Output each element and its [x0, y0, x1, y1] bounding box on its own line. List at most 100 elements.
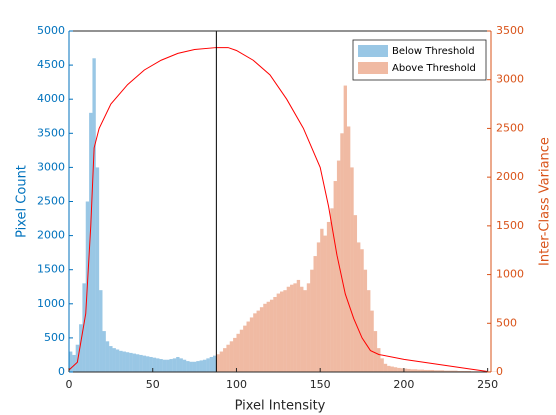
histogram-bar — [233, 337, 237, 372]
histogram-bar — [176, 356, 180, 372]
histogram-bar — [266, 301, 270, 372]
histogram-bar — [182, 359, 187, 372]
histogram-bar — [135, 354, 140, 372]
histogram-bar — [166, 359, 170, 372]
histogram-bar — [326, 221, 331, 372]
histogram-bar — [109, 346, 113, 372]
histogram-bar — [75, 344, 80, 372]
histogram-bar — [132, 353, 136, 372]
histogram-bar — [79, 324, 83, 372]
histogram-bar — [336, 160, 341, 372]
histogram-bar — [393, 367, 398, 372]
histogram-bar — [146, 356, 150, 372]
histogram-bar — [125, 352, 130, 372]
histogram-bar — [269, 299, 274, 372]
histogram-bar — [357, 242, 361, 372]
histogram-bar — [112, 348, 116, 372]
histogram-bar — [340, 133, 344, 372]
histogram-bar — [454, 370, 458, 372]
y2-axis-label: Inter-Class Variance — [538, 137, 553, 266]
histogram-bar — [192, 361, 197, 372]
y2-tick-label: 1000 — [496, 268, 524, 281]
histogram-bar — [410, 369, 414, 372]
histogram-bar — [310, 269, 314, 372]
variance-line — [68, 47, 488, 373]
histogram-bar — [236, 333, 240, 372]
histogram-bar — [280, 291, 284, 372]
histogram-bar — [189, 361, 193, 372]
histogram-bar — [447, 370, 451, 372]
histogram-bar — [413, 369, 418, 372]
y2-tick-label: 500 — [496, 316, 517, 329]
histogram-bar — [172, 358, 177, 372]
histogram-bar — [179, 358, 183, 372]
histogram-bar — [92, 58, 96, 372]
histogram-bar — [377, 348, 381, 372]
histogram-bar — [69, 351, 73, 372]
histogram-bar — [246, 321, 250, 372]
y2-tick-label: 0 — [496, 365, 503, 378]
histogram-bar — [122, 351, 126, 372]
legend-label: Above Threshold — [392, 63, 476, 74]
histogram-bar — [152, 357, 157, 372]
histogram-bar — [199, 360, 203, 372]
histogram-bar — [430, 369, 435, 372]
histogram-bar — [407, 368, 411, 372]
histogram-bar — [373, 331, 378, 372]
histogram-bar — [397, 367, 401, 372]
histogram-bar — [256, 310, 260, 372]
histogram-bar — [159, 359, 163, 372]
histogram-bar — [239, 329, 244, 372]
histogram-bar — [330, 208, 334, 372]
histogram-bar — [467, 370, 471, 372]
y2-tick-label: 1500 — [496, 219, 524, 232]
y-tick-label: 3500 — [37, 126, 65, 139]
histogram-bar — [206, 358, 210, 372]
histogram-bar — [115, 349, 120, 372]
y-tick-label: 5000 — [37, 24, 65, 37]
histogram-bar — [209, 356, 214, 372]
y2-tick-label: 3000 — [496, 73, 524, 86]
histogram-bar — [105, 341, 110, 372]
histogram-bar — [440, 370, 445, 372]
y-tick-label: 0 — [58, 365, 65, 378]
legend-box — [352, 39, 487, 81]
histogram-bar — [89, 112, 93, 372]
histogram-bar — [417, 369, 421, 372]
histogram-bar — [363, 269, 368, 372]
histogram-bar — [213, 355, 217, 372]
histogram-bar — [162, 359, 167, 372]
y2-tick-label: 2000 — [496, 170, 524, 183]
y-tick-label: 2500 — [37, 195, 65, 208]
histogram-bar — [444, 370, 448, 372]
histogram-bar — [320, 228, 324, 372]
histogram-bar — [139, 354, 143, 372]
y-tick-label: 1500 — [37, 263, 65, 276]
histogram-bar — [303, 290, 307, 372]
y2-tick-label: 3500 — [496, 24, 524, 37]
histogram-bar — [95, 167, 100, 372]
histogram-bar — [367, 290, 371, 372]
y-axis-label: Pixel Count — [15, 165, 30, 238]
histogram-bar — [400, 368, 404, 372]
histogram-bar — [350, 167, 354, 372]
histogram-bar — [427, 369, 431, 372]
legend-swatch — [358, 62, 388, 74]
histogram-bar — [316, 242, 321, 372]
histogram-bar — [293, 283, 297, 372]
histogram-bar — [142, 355, 147, 372]
histogram-bar — [196, 361, 200, 372]
histogram-bar — [283, 290, 287, 372]
histogram-bar — [119, 350, 123, 372]
histogram-bar — [219, 351, 224, 372]
legend-label: Below Threshold — [392, 46, 475, 57]
histogram-bar — [383, 363, 388, 372]
histogram-bar — [296, 279, 301, 372]
y-tick-label: 4500 — [37, 58, 65, 71]
histogram-bar — [306, 283, 311, 372]
y-tick-label: 4000 — [37, 92, 65, 105]
legend-swatch — [358, 45, 388, 57]
histogram-bar — [380, 358, 384, 372]
histogram-bar — [253, 313, 257, 372]
